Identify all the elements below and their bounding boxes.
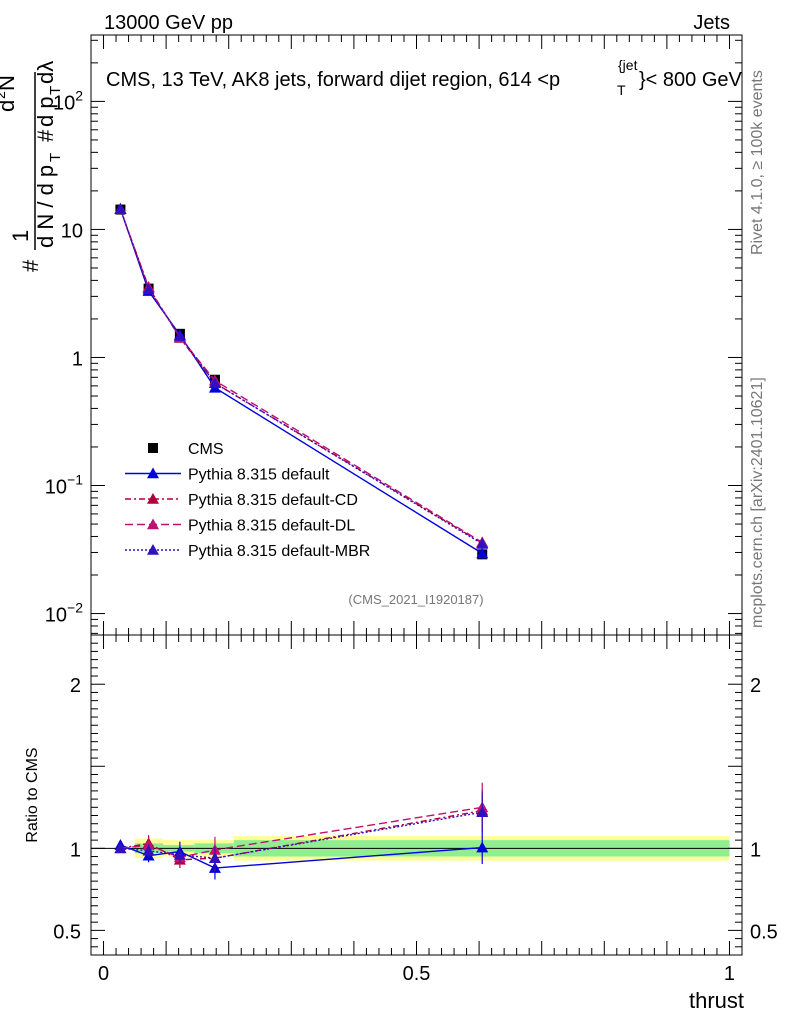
main-mc-point: [208, 377, 221, 388]
ratio-y-tick-label-right: 0.5: [750, 921, 778, 943]
legend-marker: [147, 493, 159, 504]
ratio-y-axis-label: Ratio to CMS: [24, 747, 41, 842]
legend-label: Pythia 8.315 default-DL: [188, 518, 355, 535]
svg-text:d p: d p: [33, 96, 58, 127]
main-mc-point: [476, 547, 489, 559]
x-axis-label: thrust: [689, 988, 744, 1013]
main-y-axis-label: # 1 d N / d p T # d 2 N d p T dλ: [0, 61, 64, 272]
ylabel-one: 1: [8, 230, 33, 242]
ylabel-n: N: [0, 75, 19, 91]
ylabel-dlambda: dλ: [33, 61, 58, 84]
legend-marker: [147, 544, 159, 555]
svg-text:d: d: [0, 100, 19, 112]
svg-text:#: #: [33, 129, 58, 142]
svg-text:T: T: [47, 153, 64, 162]
ratio-y-tick-label: 2: [70, 675, 81, 697]
legend: CMS Pythia 8.315 default Pythia 8.315 defa…: [125, 441, 370, 560]
main-title: CMS, 13 TeV, AK8 jets, forward dijet reg…: [106, 57, 743, 98]
svg-text:#: #: [18, 259, 43, 272]
analysis-watermark: (CMS_2021_I1920187): [348, 592, 483, 607]
ratio-mc-point: [476, 841, 489, 853]
title-main: CMS, 13 TeV, AK8 jets, forward dijet reg…: [106, 69, 560, 91]
ratio-mc-point: [114, 842, 127, 854]
x-tick-label: 0.5: [403, 963, 431, 985]
svg-text:1: 1: [8, 230, 33, 242]
svg-text:T: T: [47, 86, 64, 95]
ratio-series-line: [120, 809, 483, 861]
mcplots-label: mcplots.cern.ch [arXiv:2401.10621]: [749, 377, 766, 628]
svg-text:d N / d p: d N / d p: [33, 165, 58, 248]
legend-label: Pythia 8.315 default-CD: [188, 492, 358, 509]
svg-text:CMS, 13 TeV, AK8 jets, forward: CMS, 13 TeV, AK8 jets, forward dijet reg…: [106, 69, 560, 91]
legend-label: Pythia 8.315 default: [188, 467, 330, 484]
ratio-y-tick-label: 0.5: [53, 921, 81, 943]
main-y-tick-label: 1: [72, 348, 83, 370]
ylabel-t-sub1: T: [47, 153, 64, 162]
title-sub: T: [617, 82, 626, 98]
ylabel-2: 2: [0, 91, 8, 99]
main-y-tick-label: 102: [53, 87, 83, 114]
ratio-mc-point: [142, 844, 155, 856]
legend-label: Pythia 8.315 default-MBR: [188, 543, 370, 560]
x-tick-label: 0: [98, 963, 109, 985]
legend-marker: [148, 443, 158, 453]
ylabel-hash1: #: [18, 259, 43, 272]
ratio-y-tick-label-right: 1: [750, 839, 761, 861]
x-tick-label: 1: [724, 963, 735, 985]
main-y-tick-label: 10: [61, 220, 83, 242]
ratio-mc-point: [208, 852, 221, 863]
title-sup: {jet: [618, 57, 638, 73]
main-y-tick-label: 10−1: [45, 472, 83, 499]
main-mc-point: [142, 283, 155, 295]
ratio-uncertainty-bands: [91, 836, 742, 861]
ylabel-d: d: [0, 100, 19, 112]
ylabel-dp: d p: [33, 96, 58, 127]
ratio-y-tick-label-right: 2: [750, 675, 761, 697]
main-y-tick-label: 10−2: [45, 600, 83, 627]
svg-text:N: N: [0, 75, 19, 91]
main-mc-point: [173, 330, 186, 341]
main-mc-point: [476, 537, 489, 549]
title-end: }< 800 GeV: [639, 69, 743, 91]
header-left: 13000 GeV pp: [104, 12, 233, 34]
svg-text:2: 2: [0, 91, 8, 99]
main-series-line: [119, 208, 483, 543]
legend-label: CMS: [188, 441, 224, 458]
main-mc-point: [114, 203, 127, 214]
ratio-mc-point: [173, 848, 186, 860]
rivet-label: Rivet 4.1.0, ≥ 100k events: [749, 70, 766, 255]
ratio-plot-frame: [90, 634, 743, 956]
ratio-y-tick-label: 1: [70, 839, 81, 861]
main-plot-marks: [114, 202, 489, 560]
axes: 10−2 10−1 1 10 102 0 0.5 1 0.5 0.5 1 1 2 2: [45, 35, 778, 985]
ylabel-t-sub2: T: [47, 86, 64, 95]
legend-marker: [147, 518, 159, 530]
ratio-series-line: [120, 811, 483, 859]
ratio-plot-marks: [114, 782, 489, 880]
header-right: Jets: [693, 12, 730, 34]
ylabel-hash2: #: [33, 129, 58, 142]
ylabel-dn-dpt: d N / d p: [33, 165, 58, 248]
legend-marker: [147, 467, 159, 479]
svg-text:dλ: dλ: [33, 61, 58, 84]
ratio-mc-point: [476, 806, 489, 818]
